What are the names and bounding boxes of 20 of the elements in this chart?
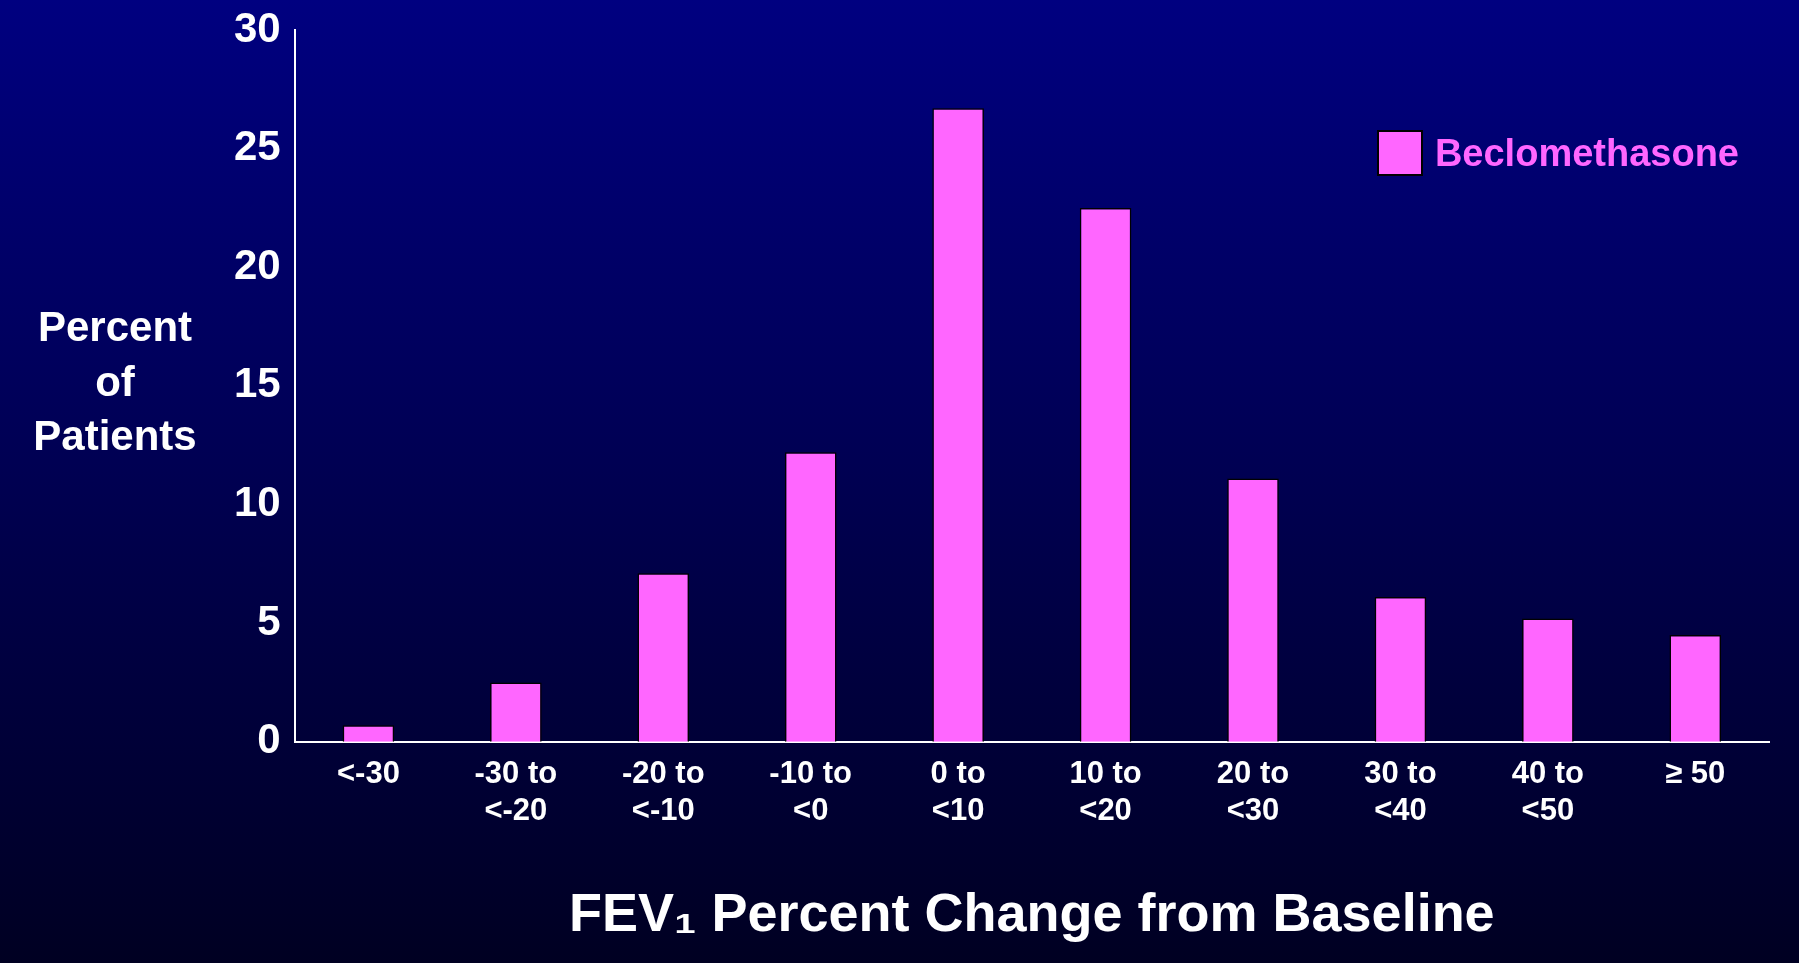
y-axis-title: Percent of Patients [32, 302, 198, 462]
x-tick-label: -10 to <0 [769, 754, 853, 828]
x-tick-label: -20 to <-10 [621, 754, 705, 828]
x-tick-label: 40 to <50 [1511, 754, 1585, 828]
x-tick-label: 0 to <10 [930, 754, 986, 828]
x-tick-label: 30 to <40 [1364, 754, 1437, 828]
x-axis-title: FEV₁ Percent Change from Baseline [569, 882, 1495, 943]
x-tick-label: 10 to <20 [1069, 754, 1142, 828]
x-tick-label: 20 to <30 [1216, 754, 1290, 828]
y-tick-label: 30 [234, 3, 281, 51]
y-tick-label: 15 [234, 359, 281, 407]
y-tick-label: 10 [234, 478, 281, 526]
y-tick-label: 5 [257, 596, 281, 644]
text: Beclomethasone [1434, 131, 1739, 175]
y-tick-label: 0 [257, 715, 281, 763]
x-tick-label: <-30 [336, 754, 400, 790]
y-tick-label: 20 [234, 240, 281, 288]
x-tick-label: ≥ 50 [1665, 754, 1726, 790]
y-tick-label: 25 [234, 122, 281, 170]
x-tick-label: -30 to <-20 [474, 754, 558, 828]
